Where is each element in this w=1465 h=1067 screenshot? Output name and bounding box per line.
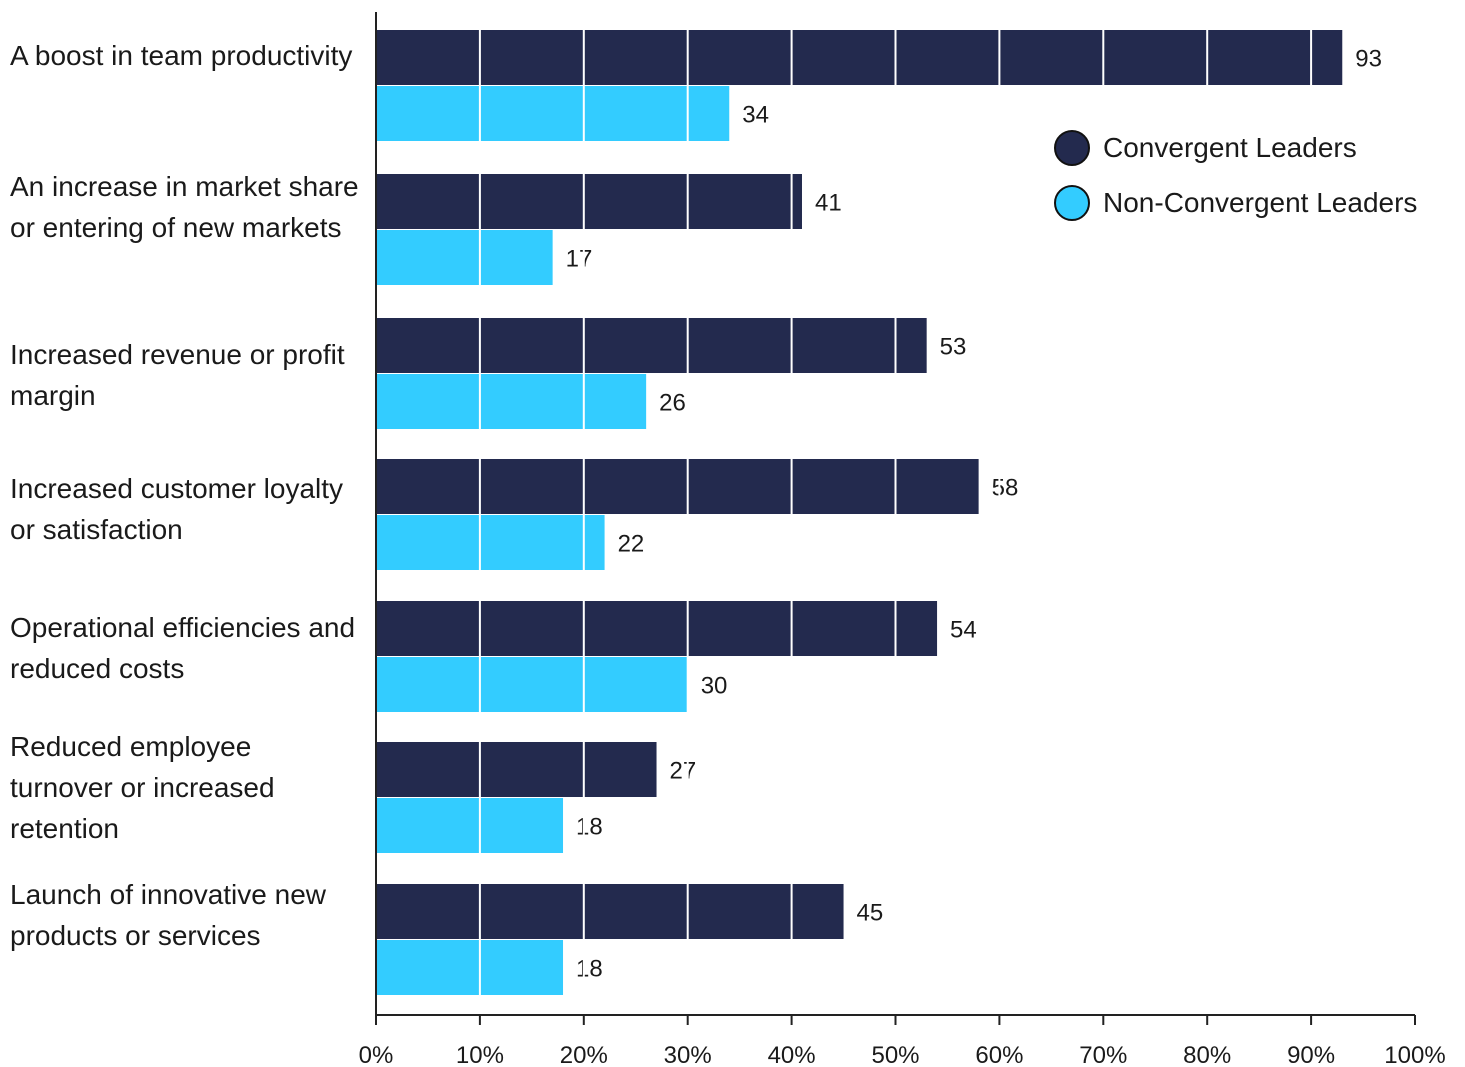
data-label-convergent-5: 27 <box>670 758 697 785</box>
bar-non-convergent-3 <box>376 515 605 570</box>
x-tick-label-2: 20% <box>560 1042 608 1067</box>
bar-non-convergent-2 <box>376 374 647 429</box>
legend-label-convergent: Convergent Leaders <box>1103 132 1357 163</box>
data-label-convergent-2: 53 <box>940 334 967 361</box>
legend-swatch-convergent <box>1054 130 1090 166</box>
data-label-convergent-4: 54 <box>950 617 977 644</box>
x-tick-label-8: 80% <box>1183 1042 1231 1067</box>
data-label-convergent-6: 45 <box>857 900 884 927</box>
bar-convergent-2 <box>376 318 927 373</box>
x-tick-label-0: 0% <box>359 1042 394 1067</box>
data-label-non-convergent-4: 30 <box>701 673 728 700</box>
category-label-3: Increased customer loyalty or satisfacti… <box>10 473 344 545</box>
x-tick-label-5: 50% <box>871 1042 919 1067</box>
category-label-4: Operational efficiencies and reduced cos… <box>10 612 356 684</box>
category-label-2: Increased revenue or profit margin <box>10 339 345 411</box>
bar-convergent-6 <box>376 884 844 939</box>
data-label-non-convergent-5: 18 <box>576 814 603 841</box>
bar-non-convergent-6 <box>376 940 564 995</box>
category-label-6: Launch of innovative new products or ser… <box>10 879 326 951</box>
legend: Convergent Leaders Non-Convergent Leader… <box>1054 128 1417 238</box>
bar-convergent-4 <box>376 601 938 656</box>
data-label-non-convergent-0: 34 <box>742 102 769 129</box>
category-label-1: An increase in market share or entering … <box>10 171 359 243</box>
bar-convergent-5 <box>376 742 657 797</box>
x-tick-label-4: 40% <box>768 1042 816 1067</box>
x-tick-label-3: 30% <box>664 1042 712 1067</box>
legend-item-convergent: Convergent Leaders <box>1054 128 1417 168</box>
x-tick-label-6: 60% <box>975 1042 1023 1067</box>
bar-non-convergent-0 <box>376 86 730 141</box>
bar-convergent-0 <box>376 30 1343 85</box>
data-label-convergent-3: 58 <box>992 475 1019 502</box>
category-label-5: Reduced employee turnover or increased r… <box>10 731 275 844</box>
legend-label-non-convergent: Non-Convergent Leaders <box>1103 187 1418 218</box>
x-tick-label-7: 70% <box>1079 1042 1127 1067</box>
x-tick-label-10: 100% <box>1384 1042 1445 1067</box>
data-label-non-convergent-2: 26 <box>659 390 686 417</box>
bar-convergent-3 <box>376 459 979 514</box>
category-label-0: A boost in team productivity <box>10 40 353 71</box>
bar-non-convergent-5 <box>376 798 564 853</box>
data-label-convergent-1: 41 <box>815 190 842 217</box>
x-tick-label-9: 90% <box>1287 1042 1335 1067</box>
bar-non-convergent-1 <box>376 230 553 285</box>
bar-non-convergent-4 <box>376 657 688 712</box>
legend-swatch-non-convergent <box>1054 185 1090 221</box>
data-label-non-convergent-6: 18 <box>576 956 603 983</box>
data-label-non-convergent-3: 22 <box>618 531 645 558</box>
bar-convergent-1 <box>376 174 802 229</box>
data-label-convergent-0: 93 <box>1355 46 1382 73</box>
data-label-non-convergent-1: 17 <box>566 246 593 273</box>
x-tick-label-1: 10% <box>456 1042 504 1067</box>
legend-item-non-convergent: Non-Convergent Leaders <box>1054 183 1417 223</box>
